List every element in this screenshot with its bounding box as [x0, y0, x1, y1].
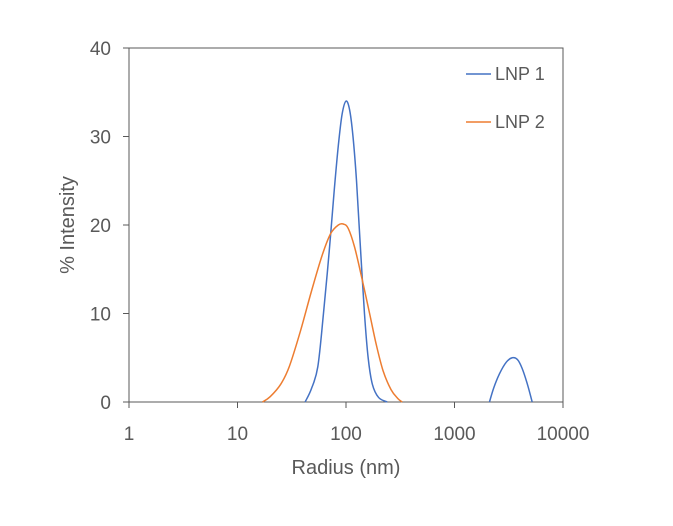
- x-axis-title: Radius (nm): [292, 457, 401, 479]
- legend-label-lnp-2: LNP 2: [495, 112, 545, 132]
- x-tick-label: 1000: [433, 424, 475, 445]
- x-tick-label: 1: [124, 424, 135, 445]
- series-layer: [262, 100, 533, 403]
- y-tick-label: 0: [100, 393, 111, 414]
- y-tick-label: 10: [90, 305, 111, 326]
- y-tick-label: 40: [90, 39, 111, 60]
- x-tick-label: 100: [330, 424, 362, 445]
- y-axis-title: % Intensity: [57, 176, 79, 274]
- axis-tick-labels: 1 10 100 1000 10000 0 10 20 30 40: [90, 39, 590, 445]
- series-line-lnp-2: [262, 222, 403, 403]
- y-tick-label: 30: [90, 128, 111, 149]
- series-line-lnp-1-segment-2: [488, 356, 533, 403]
- legend: LNP 1 LNP 2: [466, 64, 545, 132]
- legend-label-lnp-1: LNP 1: [495, 64, 545, 84]
- axis-ticks: [123, 47, 564, 408]
- y-tick-label: 20: [90, 216, 111, 237]
- series-line-lnp-1-segment-1: [304, 100, 388, 403]
- x-tick-label: 10000: [537, 424, 590, 445]
- x-tick-label: 10: [227, 424, 248, 445]
